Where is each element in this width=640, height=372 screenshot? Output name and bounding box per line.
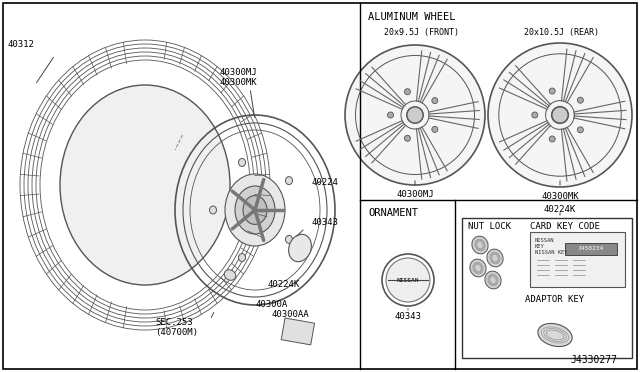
Ellipse shape: [538, 323, 572, 347]
Text: 40224K: 40224K: [268, 280, 300, 289]
Text: 40343: 40343: [312, 218, 339, 227]
Ellipse shape: [549, 88, 556, 94]
Ellipse shape: [470, 259, 486, 277]
Ellipse shape: [485, 271, 501, 289]
Text: 40343: 40343: [395, 312, 421, 321]
Text: NISSAN: NISSAN: [397, 278, 419, 282]
Text: 20x9.5J (FRONT): 20x9.5J (FRONT): [385, 28, 460, 37]
Ellipse shape: [577, 127, 584, 133]
FancyBboxPatch shape: [565, 243, 617, 255]
Ellipse shape: [285, 177, 292, 185]
Ellipse shape: [239, 254, 246, 262]
Bar: [530, 232, 625, 287]
Text: 40300MJ: 40300MJ: [220, 68, 258, 77]
Text: ADAPTOR KEY: ADAPTOR KEY: [525, 295, 584, 304]
Ellipse shape: [285, 235, 292, 243]
Ellipse shape: [407, 107, 423, 123]
Text: 40300MK: 40300MK: [541, 192, 579, 201]
Ellipse shape: [549, 136, 556, 142]
Text: 20x10.5J (REAR): 20x10.5J (REAR): [525, 28, 600, 37]
Text: KEY: KEY: [535, 244, 545, 249]
Ellipse shape: [552, 107, 568, 123]
Text: 40312: 40312: [8, 40, 35, 49]
Bar: [281, 318, 314, 345]
Text: (40700M): (40700M): [155, 328, 198, 337]
Ellipse shape: [432, 126, 438, 132]
Ellipse shape: [345, 45, 485, 185]
Ellipse shape: [224, 270, 236, 280]
Text: NISSAN KEY: NISSAN KEY: [535, 250, 568, 255]
Bar: [462, 218, 632, 358]
Ellipse shape: [404, 135, 410, 141]
Ellipse shape: [404, 89, 410, 95]
Ellipse shape: [488, 43, 632, 187]
Text: 40300AA: 40300AA: [272, 310, 310, 319]
Text: J4330277: J4330277: [570, 355, 617, 365]
Ellipse shape: [239, 158, 246, 166]
Ellipse shape: [225, 174, 285, 246]
Text: J450234: J450234: [578, 246, 604, 251]
Text: 40224: 40224: [312, 178, 339, 187]
Text: NISSAN: NISSAN: [535, 238, 554, 243]
Ellipse shape: [487, 249, 503, 267]
Ellipse shape: [387, 112, 394, 118]
Text: 40300A: 40300A: [255, 300, 287, 309]
Text: 40300MK: 40300MK: [220, 78, 258, 87]
Text: NUT LOCK: NUT LOCK: [468, 222, 511, 231]
Ellipse shape: [386, 258, 430, 302]
Ellipse shape: [577, 97, 584, 103]
Text: 40224K: 40224K: [544, 205, 576, 214]
Text: ALUMINUM WHEEL: ALUMINUM WHEEL: [368, 12, 456, 22]
Text: ORNAMENT: ORNAMENT: [368, 208, 418, 218]
Text: SEC.253: SEC.253: [155, 318, 193, 327]
Ellipse shape: [432, 97, 438, 103]
Ellipse shape: [532, 112, 538, 118]
Text: CARD KEY CODE: CARD KEY CODE: [530, 222, 600, 231]
Ellipse shape: [472, 236, 488, 254]
Ellipse shape: [60, 85, 230, 285]
Ellipse shape: [289, 234, 312, 262]
Text: 40300MJ: 40300MJ: [396, 190, 434, 199]
Ellipse shape: [243, 196, 267, 224]
Ellipse shape: [209, 206, 216, 214]
Ellipse shape: [235, 186, 275, 234]
